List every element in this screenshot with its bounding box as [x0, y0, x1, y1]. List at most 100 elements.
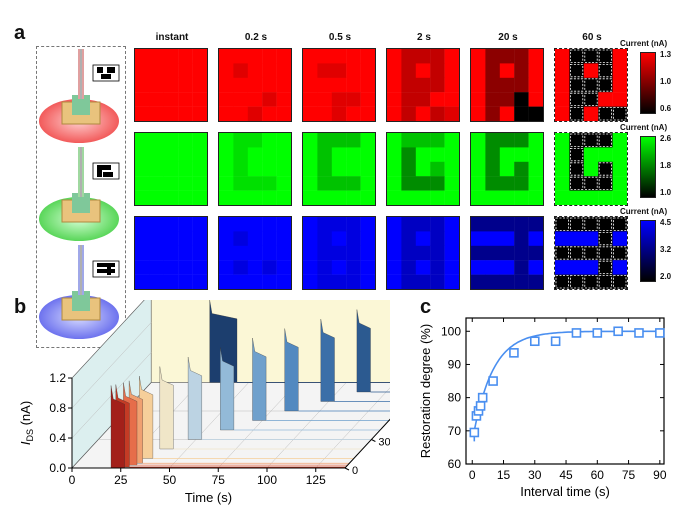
- x-tick-label: 0: [69, 473, 76, 487]
- z-tick-label: 0: [352, 465, 358, 477]
- data-point: [550, 336, 561, 347]
- y-tick-label: 1.2: [49, 371, 66, 385]
- heatmap-cell-blue: [386, 216, 460, 290]
- colorbar-red: [640, 52, 656, 114]
- x-axis-label: Time (s): [185, 490, 232, 505]
- device-blue-light-icon: [39, 245, 120, 339]
- x-tick-label: 100: [257, 473, 277, 487]
- colorbar-tick: 1.0: [660, 188, 672, 197]
- y-tick-label: 0.0: [49, 461, 66, 475]
- time-label: 0.5 s: [328, 32, 352, 43]
- heatmap-cell-green: [470, 132, 544, 206]
- heatmap-cell-red: [218, 48, 292, 122]
- colorbar-title: Current (nA): [620, 123, 668, 132]
- data-point: [655, 328, 665, 338]
- colorbar-tick: 1.3: [660, 50, 672, 59]
- x-tick-label: 90: [653, 468, 667, 482]
- colorbar-blue: [640, 220, 656, 282]
- x-tick-label: 75: [622, 468, 636, 482]
- heatmap-cell-green: [134, 132, 208, 206]
- x-tick-label: 0: [469, 468, 476, 482]
- device-illustration-box: [36, 46, 126, 348]
- heatmap-cell-red: [554, 48, 628, 122]
- panel-b-letter: b: [14, 296, 27, 318]
- y-axis-label: Restoration degree (%): [418, 324, 433, 458]
- time-label: 60 s: [582, 32, 602, 43]
- data-point: [634, 328, 644, 338]
- fit-curve: [473, 330, 660, 442]
- colorbar-tick: 1.8: [660, 161, 672, 170]
- time-label: 2 s: [417, 32, 431, 43]
- waterfall-ribbon: [284, 328, 299, 412]
- plot-frame: [465, 317, 665, 465]
- waterfall-ribbon: [356, 309, 371, 393]
- data-point: [613, 326, 623, 337]
- heatmap-cell-green: [302, 132, 376, 206]
- colorbar-tick: 4.5: [660, 218, 672, 227]
- y-tick-label: 90: [448, 357, 462, 371]
- waterfall-ribbon: [252, 337, 267, 421]
- heatmap-cell-blue: [554, 216, 628, 290]
- heatmap-cell-blue: [302, 216, 376, 290]
- device-red-light-icon: [39, 49, 120, 143]
- heatmap-cell-green: [554, 132, 628, 206]
- x-tick-label: 125: [306, 473, 326, 487]
- y-tick-label: 80: [448, 391, 462, 405]
- device-green-light-icon: [39, 147, 120, 241]
- z-tick-label: 30: [378, 437, 390, 449]
- z-axis: [344, 418, 390, 469]
- colorbar-title: Current (nA): [620, 207, 668, 216]
- colorbar-title: Current (nA): [620, 39, 668, 48]
- y-axis-label: IDS (nA): [18, 401, 35, 445]
- y-tick-label: 0.8: [49, 401, 66, 415]
- heatmap-cell-red: [386, 48, 460, 122]
- heatmap-cell-red: [470, 48, 544, 122]
- data-point: [477, 392, 488, 403]
- colorbar-tick: 2.6: [660, 134, 672, 143]
- data-point: [509, 348, 519, 358]
- waterfall-ribbon: [159, 366, 174, 450]
- chart-c-restoration: 0 15 30 45 60 75 90 60 70 80 90 100 Interval time (s…: [418, 317, 667, 499]
- device-illustrations: [39, 49, 120, 339]
- panel-c-letter: c: [420, 296, 432, 318]
- y-tick-label: 100: [441, 324, 461, 338]
- data-point: [571, 328, 582, 338]
- data-point: [488, 376, 498, 386]
- data-point: [529, 336, 540, 347]
- x-axis-label: Interval time (s): [520, 484, 610, 499]
- time-label: 0.2 s: [244, 32, 268, 43]
- x-tick-label: 45: [559, 468, 573, 482]
- heatmap-cell-blue: [470, 216, 544, 290]
- waterfall-ribbon: [320, 318, 335, 402]
- x-tick-label: 25: [114, 473, 128, 487]
- colorbar-green: [640, 136, 656, 198]
- data-point: [592, 328, 603, 338]
- x-tick-label: 30: [528, 468, 542, 482]
- time-label: 20 s: [498, 32, 518, 43]
- heatmap-cell-green: [218, 132, 292, 206]
- x-tick-label: 50: [163, 473, 177, 487]
- heatmap-cell-red: [302, 48, 376, 122]
- heatmap-cell-green: [386, 132, 460, 206]
- data-point: [469, 427, 480, 438]
- heatmap-cell-red: [134, 48, 208, 122]
- data-point: [475, 401, 486, 411]
- waterfall-ribbon: [220, 347, 235, 431]
- heatmap-cell-blue: [218, 216, 292, 290]
- colorbar-tick: 0.6: [660, 104, 672, 113]
- waterfall-ribbon: [187, 356, 202, 440]
- x-tick-label: 75: [212, 473, 226, 487]
- y-tick-label: 70: [448, 424, 462, 438]
- colorbar-tick: 3.2: [660, 245, 672, 254]
- panel-a-letter: a: [14, 22, 26, 44]
- y-tick-label: 60: [448, 457, 462, 471]
- time-label: instant: [155, 32, 189, 43]
- y-tick-label: 0.4: [49, 431, 66, 445]
- colorbar-tick: 2.0: [660, 272, 672, 281]
- colorbar-tick: 1.0: [660, 77, 672, 86]
- x-tick-label: 15: [497, 468, 511, 482]
- x-tick-label: 60: [591, 468, 605, 482]
- heatmap-cell-blue: [134, 216, 208, 290]
- back-wall: [150, 300, 390, 383]
